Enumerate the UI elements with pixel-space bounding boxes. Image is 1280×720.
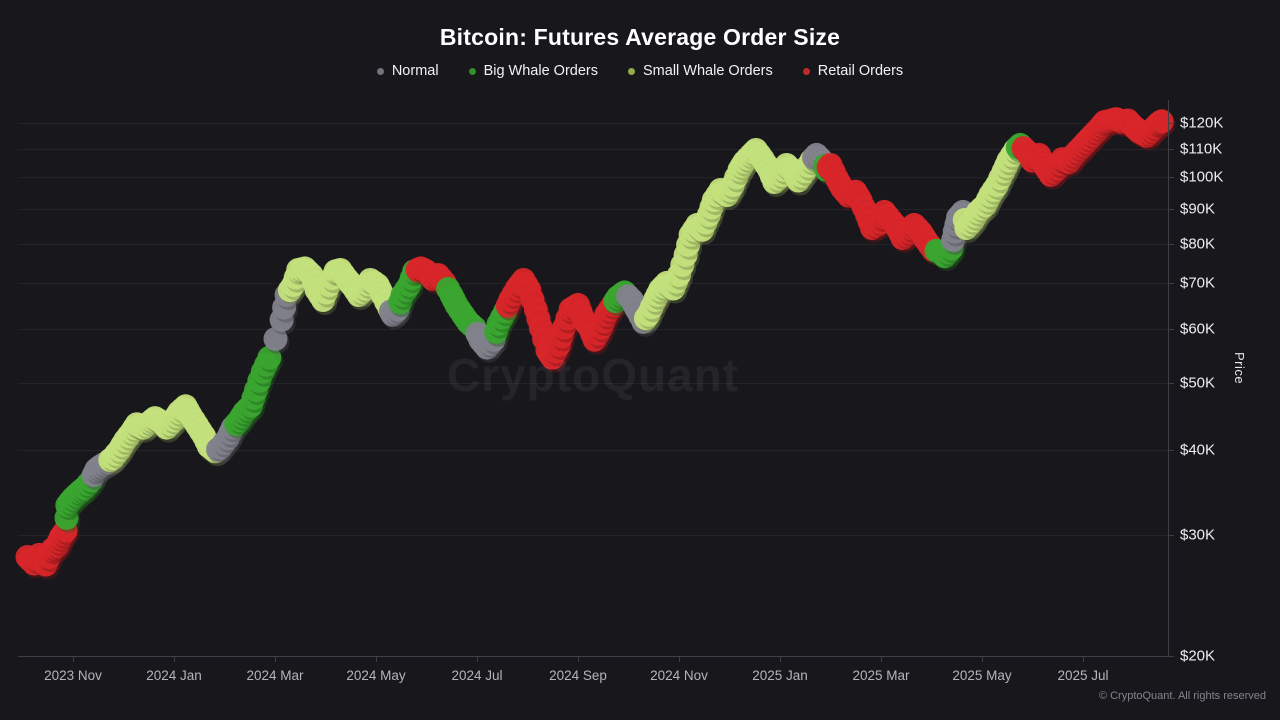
x-tick-label: 2024 Mar [246,668,304,683]
x-tick [376,657,377,662]
y-tick-label: $120K [1180,114,1224,132]
y-tick [1169,656,1174,657]
x-tick [679,657,680,662]
legend: Normal Big Whale Orders Small Whale Orders… [0,63,1280,79]
chart-title: Bitcoin: Futures Average Order Size [439,24,841,50]
x-axis-line [18,656,1169,657]
x-tick [477,657,478,662]
y-tick [1169,244,1174,245]
x-tick-label: 2024 Nov [650,668,708,683]
x-tick [174,657,175,662]
legend-item-retail[interactable]: Retail Orders [802,63,904,79]
legend-label: Small Whale Orders [643,63,773,79]
x-tick-label: 2024 May [346,668,406,683]
gridline [18,383,1168,384]
y-tick [1169,383,1174,384]
x-tick [578,657,579,662]
y-tick [1169,209,1174,210]
gridline [18,209,1168,210]
normal-dot-icon [376,67,384,75]
x-tick [1083,657,1084,662]
x-tick [982,657,983,662]
big_whale-dot-icon [468,67,476,75]
x-tick-label: 2025 Mar [852,668,910,683]
data-point [257,345,282,370]
legend-item-big_whale[interactable]: Big Whale Orders [468,63,598,79]
gridline [18,535,1168,536]
y-tick-label: $30K [1180,526,1216,544]
x-tick-label: 2024 Jul [451,668,503,683]
y-axis-line [1168,100,1169,657]
y-tick [1169,535,1174,536]
y-tick-label: $100K [1180,168,1224,186]
y-tick [1169,149,1174,150]
y-tick [1169,123,1174,124]
legend-item-normal[interactable]: Normal [376,63,439,79]
y-axis-title: Price [1232,352,1247,385]
gridline [18,177,1168,178]
y-tick-label: $40K [1180,441,1216,459]
gridline [18,283,1168,284]
legend-label: Big Whale Orders [483,63,598,79]
data-point [1149,109,1174,134]
x-tick [881,657,882,662]
retail-dot-icon [802,67,810,75]
copyright-text: © CryptoQuant. All rights reserved [1098,690,1266,702]
gridline [18,244,1168,245]
y-tick [1169,177,1174,178]
x-tick [780,657,781,662]
y-tick [1169,283,1174,284]
y-tick [1169,329,1174,330]
y-tick-label: $110K [1180,140,1223,158]
y-tick-label: $20K [1180,647,1216,665]
y-tick [1169,450,1174,451]
x-tick-label: 2024 Jan [146,668,202,683]
gridline [18,149,1168,150]
y-tick-label: $50K [1180,374,1216,392]
x-tick-label: 2025 Jan [752,668,808,683]
legend-label: Retail Orders [817,63,904,79]
data-point [263,326,288,351]
x-tick [275,657,276,662]
watermark: CryptoQuant [447,349,740,401]
x-tick-label: 2025 Jul [1057,668,1109,683]
x-tick-label: 2025 May [952,668,1012,683]
y-tick-label: $70K [1180,274,1216,292]
gridline [18,450,1168,451]
y-tick-label: $90K [1180,200,1216,218]
y-tick-label: $60K [1180,320,1216,338]
x-tick-label: 2023 Nov [44,668,102,683]
x-tick-label: 2024 Sep [549,668,607,683]
x-tick [73,657,74,662]
legend-item-small_whale[interactable]: Small Whale Orders [628,63,773,79]
y-tick-label: $80K [1180,235,1216,253]
gridline [18,123,1168,124]
legend-label: Normal [391,63,439,79]
small_whale-dot-icon [628,67,635,75]
